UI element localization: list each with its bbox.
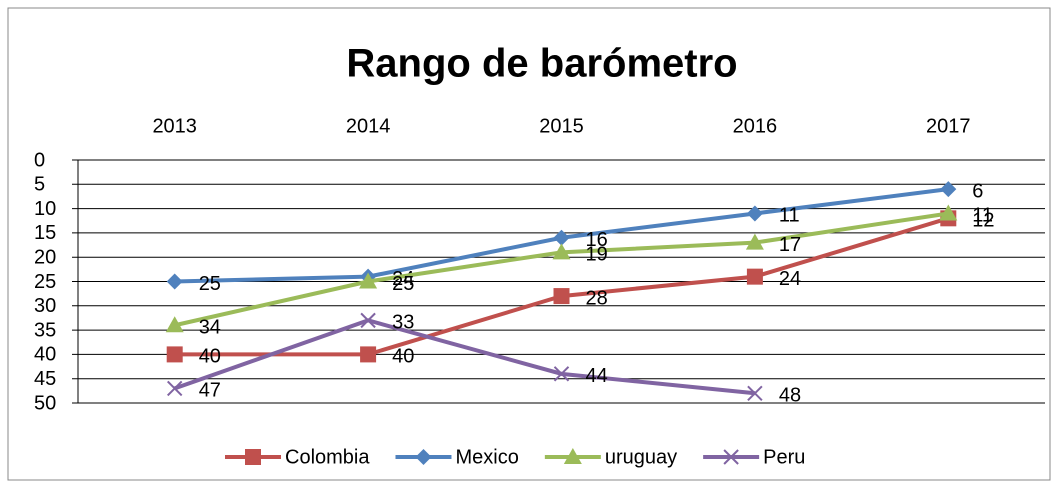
marker (360, 346, 377, 363)
marker (563, 448, 582, 464)
marker (166, 273, 183, 290)
marker (723, 449, 739, 465)
x-tick-label: 2016 (733, 115, 778, 137)
y-tick-label: 25 (34, 271, 56, 293)
data-label: 40 (392, 346, 414, 368)
legend-label: Peru (763, 446, 805, 468)
marker (166, 346, 183, 363)
data-label: 25 (199, 273, 221, 295)
legend-label: uruguay (605, 446, 677, 468)
y-tick-label: 10 (34, 198, 56, 220)
data-label: 48 (779, 385, 801, 407)
x-tick-label: 2015 (539, 115, 584, 137)
data-label: 47 (199, 380, 221, 402)
data-label: 11 (972, 205, 993, 227)
marker (553, 288, 570, 305)
y-tick-label: 30 (34, 295, 56, 317)
data-label: 24 (779, 268, 801, 290)
data-label: 19 (586, 244, 608, 266)
y-tick-label: 15 (34, 222, 56, 244)
data-label: 6 (972, 180, 983, 202)
data-label: 16 (586, 229, 608, 251)
data-label: 11 (779, 205, 800, 227)
data-label: 33 (392, 312, 414, 334)
x-tick-label: 2017 (926, 115, 971, 137)
marker (359, 272, 378, 289)
marker (553, 229, 570, 246)
marker (165, 316, 184, 333)
marker (746, 268, 763, 285)
marker (360, 312, 376, 329)
marker (552, 243, 571, 260)
marker (166, 380, 183, 397)
marker (747, 385, 763, 401)
x-tick-label: 2014 (346, 115, 391, 137)
data-label: 28 (586, 287, 608, 309)
y-tick-label: 35 (34, 319, 56, 341)
x-tick-label: 2013 (152, 115, 197, 137)
y-tick-label: 40 (34, 344, 56, 366)
marker (939, 204, 958, 221)
marker (553, 366, 570, 382)
marker (415, 449, 432, 465)
marker (245, 449, 261, 465)
data-label: 34 (199, 317, 221, 339)
legend-label: Mexico (455, 446, 518, 468)
y-tick-label: 20 (34, 246, 56, 268)
marker (746, 205, 763, 222)
data-label: 25 (392, 273, 414, 295)
y-tick-label: 5 (34, 174, 45, 196)
y-tick-label: 50 (34, 392, 56, 414)
data-label: 12 (972, 210, 994, 232)
series-line (174, 318, 756, 396)
marker (745, 233, 764, 250)
data-label: 17 (779, 234, 801, 256)
data-label: 40 (199, 346, 221, 368)
y-tick-label: 0 (34, 149, 45, 171)
legend-label: Colombia (285, 446, 370, 468)
data-label: 44 (586, 365, 608, 387)
marker (940, 181, 957, 198)
y-tick-label: 45 (34, 368, 56, 390)
chart-title: Rango de barómetro (346, 42, 737, 86)
